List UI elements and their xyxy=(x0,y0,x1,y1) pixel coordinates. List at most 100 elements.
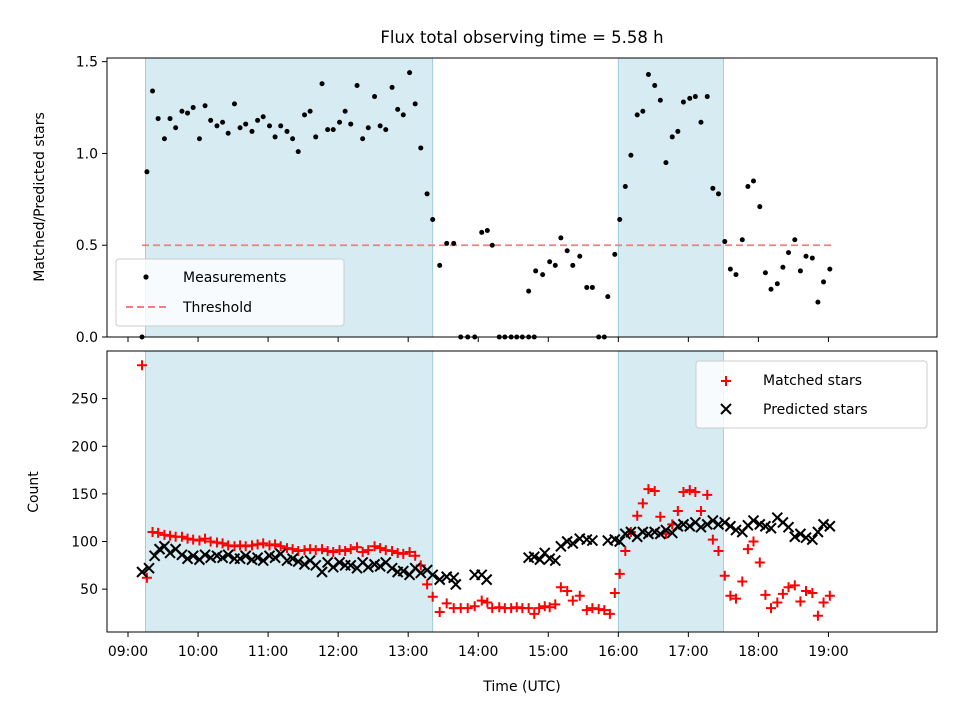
measurement-point xyxy=(687,95,693,101)
predicted-star-marker xyxy=(800,531,812,544)
measurement-point xyxy=(330,127,336,133)
matched-star-marker xyxy=(795,596,806,607)
measurement-point xyxy=(727,266,733,272)
measurement-point xyxy=(377,123,383,129)
matched-star-marker xyxy=(137,360,148,371)
predicted-star-marker xyxy=(534,553,546,566)
matched-star-marker xyxy=(824,590,835,601)
measurement-point xyxy=(260,114,266,120)
matched-star-marker xyxy=(742,544,753,555)
matched-star-marker xyxy=(609,587,620,598)
measurement-point xyxy=(645,72,651,78)
legend-predicted-label: Predicted stars xyxy=(763,402,868,418)
matched-star-marker xyxy=(637,498,648,509)
measurement-point xyxy=(489,242,495,248)
measurement-point xyxy=(809,255,815,261)
matched-star-marker xyxy=(328,546,339,557)
matched-star-marker xyxy=(581,605,592,616)
top-y-tick-label: 1.5 xyxy=(76,55,98,71)
measurement-point xyxy=(710,185,716,191)
matched-star-marker xyxy=(748,536,759,547)
measurement-point xyxy=(768,286,774,292)
predicted-star-marker xyxy=(415,567,427,579)
matched-star-marker xyxy=(783,582,794,593)
measurement-point xyxy=(424,191,430,197)
measurement-point xyxy=(797,268,803,274)
predicted-star-marker xyxy=(374,560,386,572)
predicted-star-marker xyxy=(448,571,460,584)
measurement-point xyxy=(821,279,827,285)
bottom-shaded-interval-0 xyxy=(145,350,434,633)
measurement-point xyxy=(657,97,663,103)
measurement-point xyxy=(570,262,576,268)
matched-star-marker xyxy=(523,603,534,614)
measurement-point xyxy=(214,123,220,129)
top-axes-frame xyxy=(106,57,938,338)
matched-star-marker xyxy=(599,605,610,616)
matched-star-marker xyxy=(684,485,695,496)
chart-title: Flux total observing time = 5.58 h xyxy=(380,28,663,47)
predicted-star-marker xyxy=(216,551,229,564)
matched-star-marker xyxy=(562,586,573,597)
predicted-star-marker xyxy=(567,537,579,550)
measurement-point xyxy=(295,149,301,155)
matched-star-marker xyxy=(476,595,487,606)
predicted-star-marker xyxy=(269,551,281,564)
measurement-point xyxy=(692,94,698,100)
predicted-star-marker xyxy=(806,533,819,546)
matched-star-marker xyxy=(176,531,187,542)
measurement-point xyxy=(342,108,348,114)
measurement-point xyxy=(225,130,231,136)
predicted-star-marker xyxy=(199,549,211,561)
measurement-point xyxy=(827,266,833,272)
predicted-star-marker xyxy=(712,518,725,531)
predicted-star-marker xyxy=(642,528,655,540)
measurement-point xyxy=(307,108,313,114)
measurement-point xyxy=(558,235,564,241)
matched-star-marker xyxy=(672,506,683,517)
matched-star-marker xyxy=(678,486,689,497)
matched-star-marker xyxy=(369,541,380,552)
measurement-point xyxy=(185,110,191,116)
measurement-point xyxy=(622,183,628,189)
measurement-point xyxy=(540,272,546,278)
predicted-star-marker xyxy=(789,531,801,543)
predicted-star-marker xyxy=(362,561,374,573)
predicted-star-marker xyxy=(794,528,807,540)
predicted-star-marker xyxy=(677,518,690,531)
matched-star-marker xyxy=(434,606,445,617)
predicted-star-marker xyxy=(719,516,731,529)
measurement-point xyxy=(774,281,780,287)
legend-measurements-label: Measurements xyxy=(183,270,286,286)
measurement-point xyxy=(680,99,686,105)
predicted-star-marker xyxy=(549,554,561,567)
measurement-point xyxy=(526,288,532,294)
matched-star-marker xyxy=(410,550,421,561)
predicted-star-marker xyxy=(555,540,567,552)
matched-star-marker xyxy=(550,599,561,610)
measurement-point xyxy=(739,237,745,243)
matched-star-marker xyxy=(404,546,415,557)
measurement-point xyxy=(167,116,173,122)
matched-star-marker xyxy=(469,601,480,612)
bottom-x-tick-label: 15:00 xyxy=(528,644,568,660)
matched-star-marker xyxy=(777,588,788,599)
matched-star-marker xyxy=(534,603,545,614)
matched-star-marker xyxy=(655,511,666,522)
measurement-point xyxy=(803,253,809,259)
predicted-star-marker xyxy=(426,569,439,581)
top-y-tick-label: 1.0 xyxy=(76,146,98,162)
measurement-point xyxy=(762,270,768,276)
matched-star-marker xyxy=(649,486,660,497)
predicted-star-marker xyxy=(251,551,264,564)
measurement-point xyxy=(272,134,278,140)
measurement-point xyxy=(552,262,558,268)
measurement-point xyxy=(640,108,646,114)
measurement-point xyxy=(577,253,583,259)
matched-star-marker xyxy=(398,548,409,559)
matched-star-marker xyxy=(818,597,829,608)
measurement-point xyxy=(220,119,226,125)
measurement-point xyxy=(412,101,418,107)
predicted-star-marker xyxy=(143,562,155,574)
matched-star-marker xyxy=(789,580,800,591)
